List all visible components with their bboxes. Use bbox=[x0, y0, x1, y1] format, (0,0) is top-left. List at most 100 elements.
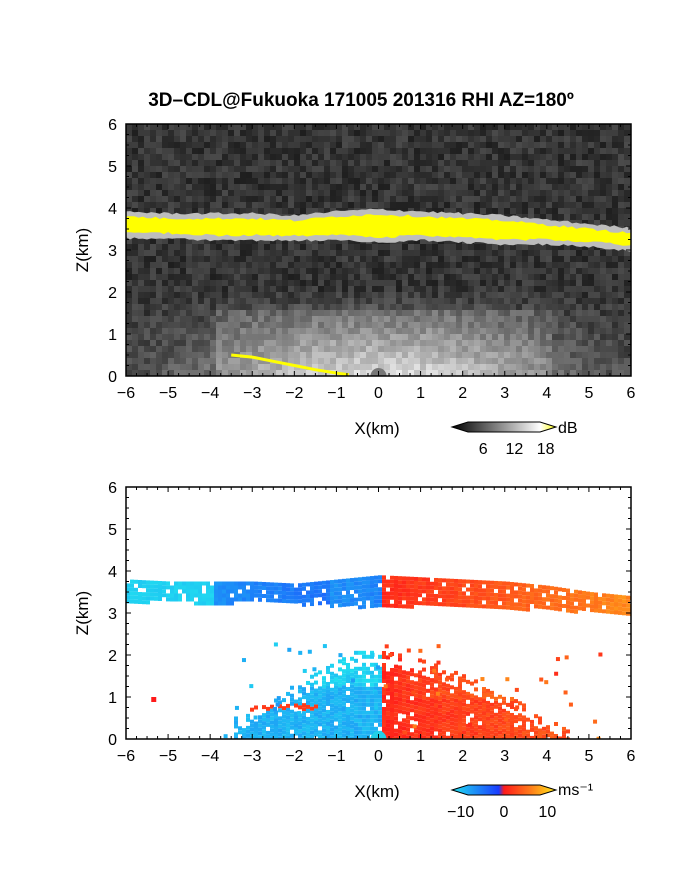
velocity-cell bbox=[390, 723, 394, 728]
noise-cell bbox=[534, 274, 540, 280]
noise-cell bbox=[552, 328, 558, 334]
noise-cell bbox=[552, 208, 558, 214]
noise-cell bbox=[204, 238, 210, 244]
noise-cell bbox=[552, 124, 558, 130]
velocity-cell bbox=[406, 703, 410, 708]
noise-cell bbox=[162, 274, 168, 280]
velocity-cell bbox=[462, 714, 466, 719]
noise-cell bbox=[618, 148, 624, 154]
noise-cell bbox=[372, 274, 378, 280]
velocity-cell bbox=[282, 598, 286, 603]
velocity-cell bbox=[442, 734, 446, 739]
noise-cell bbox=[480, 304, 486, 310]
noise-cell bbox=[456, 364, 462, 370]
velocity-cell bbox=[470, 717, 474, 722]
noise-cell bbox=[582, 220, 588, 226]
velocity-cell bbox=[206, 589, 210, 594]
velocity-cell bbox=[418, 730, 422, 735]
velocity-cell bbox=[286, 715, 290, 720]
noise-cell bbox=[468, 250, 474, 256]
noise-cell bbox=[162, 154, 168, 160]
noise-cell bbox=[324, 328, 330, 334]
noise-cell bbox=[414, 310, 420, 316]
noise-cell bbox=[606, 352, 612, 358]
noise-cell bbox=[606, 358, 612, 364]
noise-cell bbox=[618, 310, 624, 316]
noise-cell bbox=[540, 292, 546, 298]
noise-cell bbox=[360, 262, 366, 268]
noise-cell bbox=[318, 346, 324, 352]
noise-cell bbox=[150, 310, 156, 316]
velocity-cell bbox=[354, 666, 358, 671]
noise-cell bbox=[522, 328, 528, 334]
velocity-cell bbox=[362, 722, 366, 727]
noise-cell bbox=[408, 244, 414, 250]
velocity-cell bbox=[194, 601, 198, 606]
noise-cell bbox=[606, 190, 612, 196]
noise-cell bbox=[582, 130, 588, 136]
noise-cell bbox=[564, 130, 570, 136]
velocity-cell bbox=[454, 710, 458, 715]
velocity-cell bbox=[218, 593, 222, 598]
noise-cell bbox=[264, 208, 270, 214]
noise-cell bbox=[594, 274, 600, 280]
velocity-cell bbox=[410, 736, 414, 739]
noise-cell bbox=[564, 250, 570, 256]
noise-cell bbox=[558, 154, 564, 160]
velocity-cell bbox=[382, 671, 386, 676]
noise-cell bbox=[168, 166, 174, 172]
noise-cell bbox=[366, 286, 372, 292]
noise-cell bbox=[546, 268, 552, 274]
velocity-cell bbox=[302, 687, 306, 692]
noise-cell bbox=[366, 352, 372, 358]
noise-cell bbox=[510, 310, 516, 316]
velocity-cell bbox=[158, 580, 162, 585]
noise-cell bbox=[504, 160, 510, 166]
velocity-cell bbox=[146, 588, 150, 593]
noise-cell bbox=[324, 316, 330, 322]
noise-cell bbox=[492, 322, 498, 328]
noise-cell bbox=[474, 364, 480, 370]
velocity-cell bbox=[214, 585, 218, 590]
noise-cell bbox=[288, 322, 294, 328]
noise-cell bbox=[198, 244, 204, 250]
velocity-cell bbox=[406, 719, 410, 724]
noise-cell bbox=[618, 280, 624, 286]
noise-cell bbox=[588, 268, 594, 274]
noise-cell bbox=[558, 262, 564, 268]
noise-cell bbox=[360, 166, 366, 172]
noise-cell bbox=[240, 364, 246, 370]
velocity-cell bbox=[486, 708, 490, 713]
velocity-cell bbox=[450, 701, 454, 706]
noise-cell bbox=[138, 292, 144, 298]
noise-cell bbox=[162, 340, 168, 346]
velocity-cell bbox=[298, 713, 302, 718]
noise-cell bbox=[552, 292, 558, 298]
noise-cell bbox=[492, 316, 498, 322]
noise-cell bbox=[576, 358, 582, 364]
noise-cell bbox=[540, 160, 546, 166]
noise-cell bbox=[162, 292, 168, 298]
noise-cell bbox=[516, 124, 522, 130]
velocity-cell bbox=[338, 727, 342, 732]
noise-cell bbox=[222, 292, 228, 298]
noise-cell bbox=[336, 268, 342, 274]
velocity-cell bbox=[258, 735, 262, 739]
noise-cell bbox=[198, 262, 204, 268]
noise-cell bbox=[324, 280, 330, 286]
noise-cell bbox=[258, 172, 264, 178]
velocity-cell bbox=[458, 696, 462, 701]
velocity-cell bbox=[426, 704, 430, 709]
noise-cell bbox=[264, 340, 270, 346]
velocity-cell bbox=[466, 703, 470, 708]
noise-cell bbox=[132, 328, 138, 334]
noise-cell bbox=[528, 298, 534, 304]
velocity-cell bbox=[402, 674, 406, 679]
noise-cell bbox=[240, 286, 246, 292]
noise-cell bbox=[402, 334, 408, 340]
noise-cell bbox=[282, 190, 288, 196]
noise-cell bbox=[552, 190, 558, 196]
velocity-cell bbox=[250, 585, 254, 590]
noise-cell bbox=[396, 358, 402, 364]
noise-cell bbox=[468, 268, 474, 274]
